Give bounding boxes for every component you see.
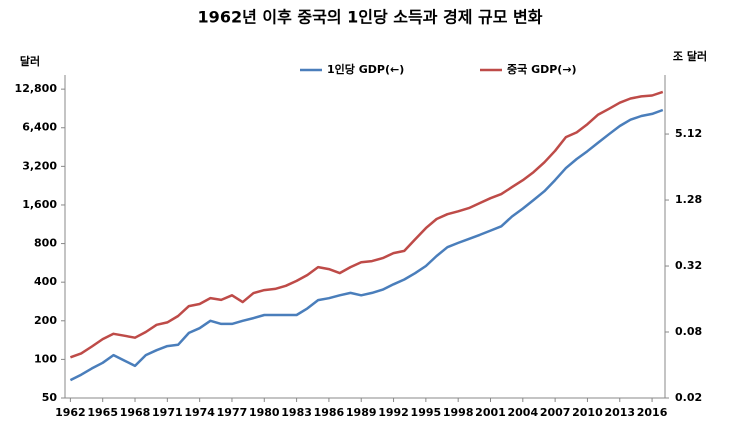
x-tick-label: 1977	[217, 406, 248, 419]
legend-label: 중국 GDP(→)	[507, 63, 577, 76]
x-tick-label: 1968	[120, 406, 151, 419]
x-tick-label: 1965	[87, 406, 118, 419]
x-tick-label: 1974	[184, 406, 215, 419]
y2-axis-label: 조 달러	[673, 49, 707, 63]
y-tick-label: 200	[34, 314, 57, 327]
y-tick-label: 6,400	[22, 121, 57, 134]
x-tick-label: 2007	[540, 406, 571, 419]
x-tick-label: 1989	[346, 406, 377, 419]
x-tick-label: 2001	[475, 406, 506, 419]
y2-tick-label: 5.12	[675, 127, 702, 140]
y-tick-label: 400	[34, 275, 57, 288]
series-line	[69, 90, 664, 359]
legend-label: 1인당 GDP(←)	[327, 62, 404, 76]
y2-tick-label: 0.32	[675, 259, 702, 272]
x-tick-label: 1971	[152, 406, 183, 419]
y-tick-label: 800	[34, 237, 57, 250]
x-tick-label: 2004	[507, 406, 538, 419]
y-tick-label: 1,600	[22, 198, 57, 211]
x-tick-label: 2013	[604, 406, 635, 419]
y2-tick-label: 0.08	[675, 325, 702, 338]
x-tick-label: 1980	[249, 406, 280, 419]
y-axis-label: 달러	[20, 54, 40, 68]
y-tick-label: 50	[42, 391, 58, 404]
chart-title: 1962년 이후 중국의 1인당 소득과 경제 규모 변화	[198, 8, 543, 27]
x-tick-label: 2010	[572, 406, 603, 419]
series-line	[69, 108, 664, 382]
x-tick-label: 2016	[637, 406, 668, 419]
y2-tick-label: 0.02	[675, 391, 702, 404]
x-tick-label: 1995	[411, 406, 442, 419]
x-tick-label: 1992	[378, 406, 409, 419]
y-tick-label: 100	[34, 352, 57, 365]
y2-tick-label: 1.28	[675, 193, 702, 206]
y-tick-label: 12,800	[15, 82, 58, 95]
x-tick-label: 1983	[281, 406, 312, 419]
x-tick-label: 1998	[443, 406, 474, 419]
y-tick-label: 3,200	[22, 159, 57, 172]
x-tick-label: 1986	[314, 406, 345, 419]
x-tick-label: 1962	[55, 406, 86, 419]
